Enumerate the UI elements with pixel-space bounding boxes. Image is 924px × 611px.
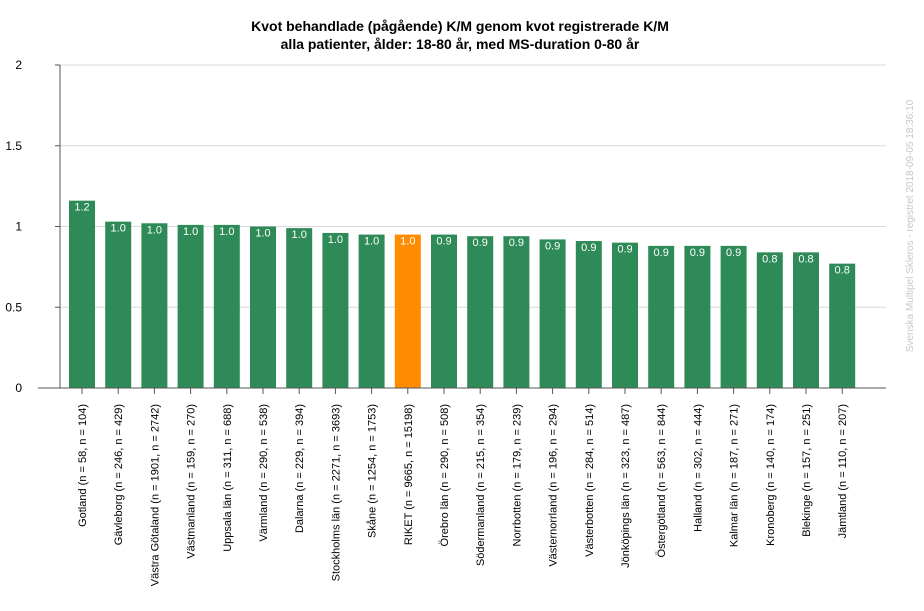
data-label: 1.2 [74, 202, 89, 214]
data-label: 1.0 [147, 224, 162, 236]
bar [648, 245, 675, 388]
category-label: Västmanland (n = 159, n = 270) [186, 404, 198, 559]
bar [141, 223, 168, 388]
category-label: Östergötland (n = 563, n = 844) [656, 404, 668, 558]
category-label: Jönköpings län (n = 323, n = 487) [620, 404, 632, 568]
data-label: 1.0 [219, 226, 234, 238]
bar [612, 242, 638, 388]
bar [69, 200, 95, 388]
bar [322, 232, 349, 388]
data-label: 1.0 [364, 236, 379, 248]
category-label: Värmland (n = 290, n = 538) [258, 404, 270, 542]
data-label: 1.0 [328, 234, 343, 246]
data-label: 0.9 [509, 237, 524, 249]
watermark: Svenska Multipel Skleros - registret 201… [905, 99, 916, 352]
data-label: 0.9 [473, 237, 488, 249]
category-label: Jämtland (n = 110, n = 207) [837, 404, 849, 538]
data-label: 0.9 [581, 242, 596, 254]
data-label: 0.9 [617, 244, 632, 256]
data-label: 0.9 [726, 247, 741, 259]
chart-subtitle: alla patienter, ålder: 18-80 år, med MS-… [281, 36, 640, 52]
data-label: 1.0 [400, 236, 415, 248]
bar [250, 226, 276, 388]
category-label: Stockholms län (n = 2271, n = 3693) [330, 404, 342, 581]
category-label: Södermanland (n = 215, n = 354) [475, 404, 487, 566]
data-label: 1.0 [183, 226, 198, 238]
y-tick-label: 1 [15, 220, 22, 234]
data-label: 1.0 [292, 229, 307, 241]
data-label: 0.8 [798, 253, 813, 265]
category-label: Västerbotten (n = 284, n = 514) [584, 404, 596, 557]
category-label: Västra Götaland (n = 1901, n = 2742) [149, 404, 161, 586]
category-label: Uppsala län (n = 311, n = 688) [222, 404, 234, 552]
data-label: 0.9 [654, 247, 669, 259]
data-label: 1.0 [111, 223, 126, 235]
data-label: 0.9 [436, 236, 451, 248]
bar [720, 245, 747, 388]
bar [793, 252, 819, 388]
x-axis-labels: Gotland (n = 58, n = 104) Gävleborg (n = … [77, 388, 849, 586]
bar [358, 234, 385, 388]
category-label: Norrbotten (n = 179, n = 239) [511, 404, 523, 546]
y-tick-label: 1.5 [5, 139, 22, 153]
bar [467, 236, 494, 388]
category-label: Örebro län (n = 290, n = 508) [439, 404, 451, 546]
bar [575, 241, 602, 388]
category-label: Kalmar län (n = 187, n = 271) [729, 404, 741, 547]
data-label: 1.0 [255, 228, 270, 240]
bar [213, 224, 240, 388]
bar [539, 239, 566, 388]
bar [177, 224, 204, 388]
category-label: Västernorrland (n = 196, n = 294) [548, 404, 560, 567]
data-labels: 1.2 1.0 1.0 1.0 1.0 1.0 1.0 1.0 1.0 1.0 0.9 0.9 0.9 0… [74, 202, 849, 277]
bar-highlight [394, 234, 421, 388]
bar [431, 234, 457, 388]
category-label: Halland (n = 302, n = 444) [692, 404, 704, 532]
y-tick-label: 0.5 [5, 300, 22, 314]
bar [286, 228, 313, 388]
bar [756, 252, 783, 388]
category-label: Blekinge (n = 157, n = 251) [801, 404, 813, 537]
category-label: Skåne (n = 1254, n = 1753) [367, 404, 379, 538]
y-tick-label: 0 [15, 381, 22, 395]
bar [684, 245, 711, 388]
bar [503, 236, 530, 388]
bar [105, 221, 132, 388]
category-label: Dalarna (n = 229, n = 394) [294, 404, 306, 533]
y-tick-label: 2 [15, 58, 22, 72]
data-label: 0.8 [835, 265, 850, 277]
category-label: RIKET (n = 9665, n = 15198) [403, 404, 415, 545]
category-label: Kronoberg (n = 140, n = 174) [765, 404, 777, 546]
y-axis-ticks: 0 0.5 1 1.5 2 [5, 58, 60, 395]
data-label: 0.8 [762, 253, 777, 265]
data-label: 0.9 [545, 240, 560, 252]
bars [69, 200, 856, 388]
category-label: Gävleborg (n = 246, n = 429) [113, 404, 125, 545]
bar [829, 263, 856, 388]
data-label: 0.9 [690, 247, 705, 259]
category-label: Gotland (n = 58, n = 104) [77, 404, 89, 527]
chart-title: Kvot behandlade (pågående) K/M genom kvo… [251, 18, 669, 34]
